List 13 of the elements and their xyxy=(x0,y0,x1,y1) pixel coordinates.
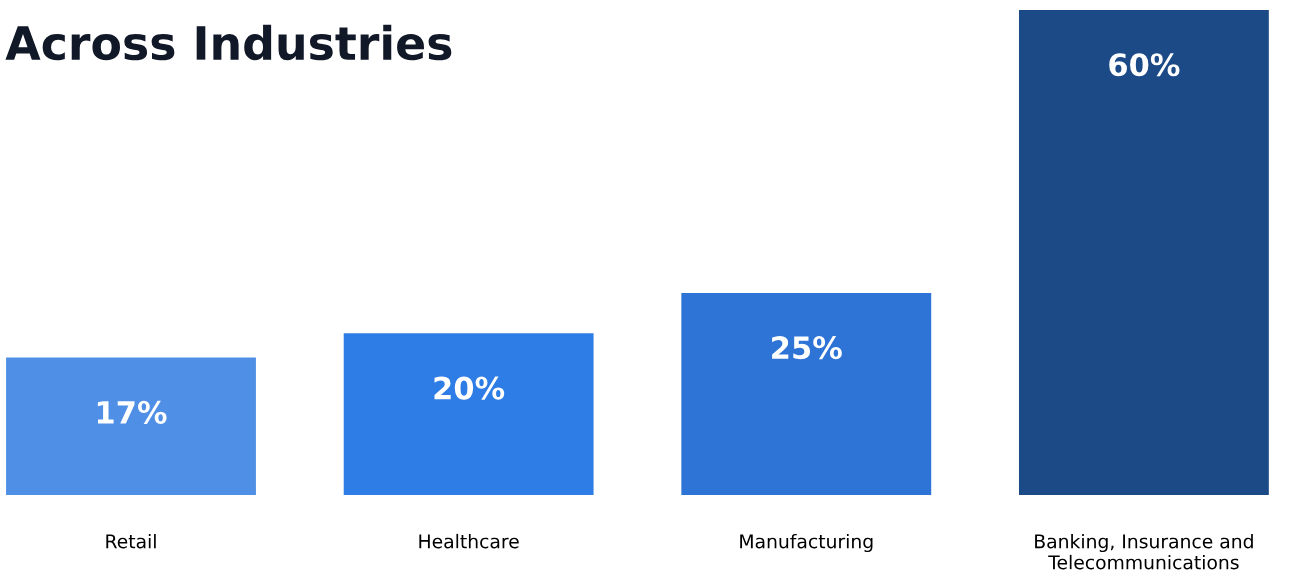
x-tick-label: Banking, Insurance and Telecommunications xyxy=(1035,533,1253,570)
bar xyxy=(681,292,932,495)
data-label: 25% xyxy=(772,336,842,360)
x-tick-label: Retail xyxy=(106,533,156,549)
data-label: 60% xyxy=(1109,53,1180,77)
x-tick-label: Healthcare xyxy=(419,533,519,549)
bar xyxy=(343,333,594,495)
chart-title: Across Industries xyxy=(5,24,452,61)
data-label: 20% xyxy=(434,376,505,400)
x-tick-label: Manufacturing xyxy=(740,533,873,553)
bar xyxy=(6,357,256,495)
data-label: 17% xyxy=(97,400,167,424)
bar xyxy=(1018,10,1269,495)
